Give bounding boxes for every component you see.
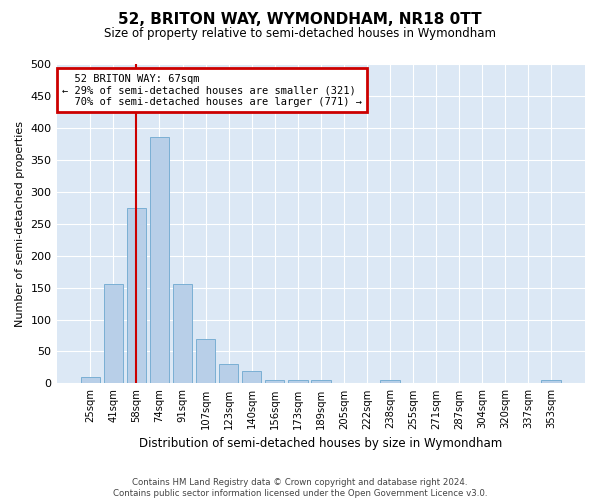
Bar [104, 284, 123, 384]
Bar [80, 377, 100, 384]
Bar [288, 380, 308, 384]
Bar [173, 284, 193, 384]
Text: Size of property relative to semi-detached houses in Wymondham: Size of property relative to semi-detach… [104, 28, 496, 40]
Bar [311, 380, 331, 384]
Text: Contains HM Land Registry data © Crown copyright and database right 2024.
Contai: Contains HM Land Registry data © Crown c… [113, 478, 487, 498]
Text: 52, BRITON WAY, WYMONDHAM, NR18 0TT: 52, BRITON WAY, WYMONDHAM, NR18 0TT [118, 12, 482, 28]
Bar [541, 380, 561, 384]
Bar [149, 138, 169, 384]
Bar [242, 370, 262, 384]
X-axis label: Distribution of semi-detached houses by size in Wymondham: Distribution of semi-detached houses by … [139, 437, 502, 450]
Bar [380, 380, 400, 384]
Bar [196, 338, 215, 384]
Bar [219, 364, 238, 384]
Y-axis label: Number of semi-detached properties: Number of semi-detached properties [15, 120, 25, 326]
Text: 52 BRITON WAY: 67sqm
← 29% of semi-detached houses are smaller (321)
  70% of se: 52 BRITON WAY: 67sqm ← 29% of semi-detac… [62, 74, 362, 107]
Bar [265, 380, 284, 384]
Bar [127, 208, 146, 384]
